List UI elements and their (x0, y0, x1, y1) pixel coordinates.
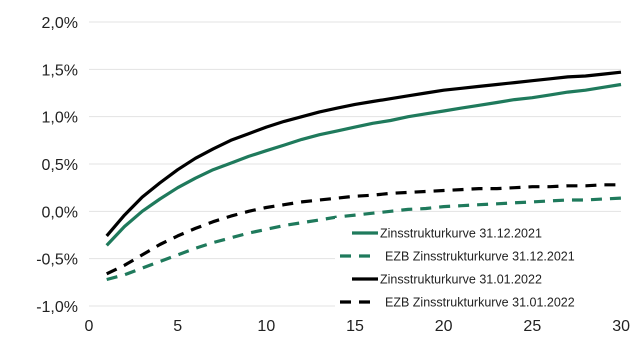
y-tick-label: -0,5% (36, 252, 78, 269)
series-line-1 (105, 82, 622, 247)
legend-label-1: Zinsstrukturkurve 31.12.2021 (380, 227, 542, 241)
legend-background (335, 218, 625, 320)
y-tick-label: -1,0% (36, 299, 78, 316)
x-tick-label: 5 (173, 318, 182, 335)
legend-label-2: EZB Zinsstrukturkurve 31.12.2021 (385, 250, 575, 264)
series-line-4 (106, 183, 621, 276)
legend-label-3: Zinsstrukturkurve 31.01.2022 (380, 273, 542, 287)
y-tick-label: 0,5% (42, 157, 78, 174)
y-tick-label: 0,0% (42, 204, 78, 221)
series-lines (105, 70, 622, 282)
legend: Zinsstrukturkurve 31.12.2021 EZB Zinsstru… (335, 218, 625, 320)
series-line-2 (106, 196, 622, 282)
y-tick-label: 2,0% (42, 15, 78, 32)
x-tick-label: 10 (257, 318, 275, 335)
y-tick-label: 1,5% (42, 62, 78, 79)
x-tick-label: 20 (435, 318, 453, 335)
x-tick-label: 15 (346, 318, 364, 335)
x-tick-label: 0 (85, 318, 94, 335)
series-line-3 (105, 70, 622, 237)
x-tick-label: 25 (523, 318, 541, 335)
y-tick-label: 1,0% (42, 110, 78, 127)
x-axis: 0 5 10 15 20 25 30 (85, 318, 631, 335)
legend-label-4: EZB Zinsstrukturkurve 31.01.2022 (385, 296, 575, 310)
x-tick-label: 30 (612, 318, 630, 335)
y-axis: 2,0% 1,5% 1,0% 0,5% 0,0% -0,5% -1,0% (36, 15, 78, 316)
